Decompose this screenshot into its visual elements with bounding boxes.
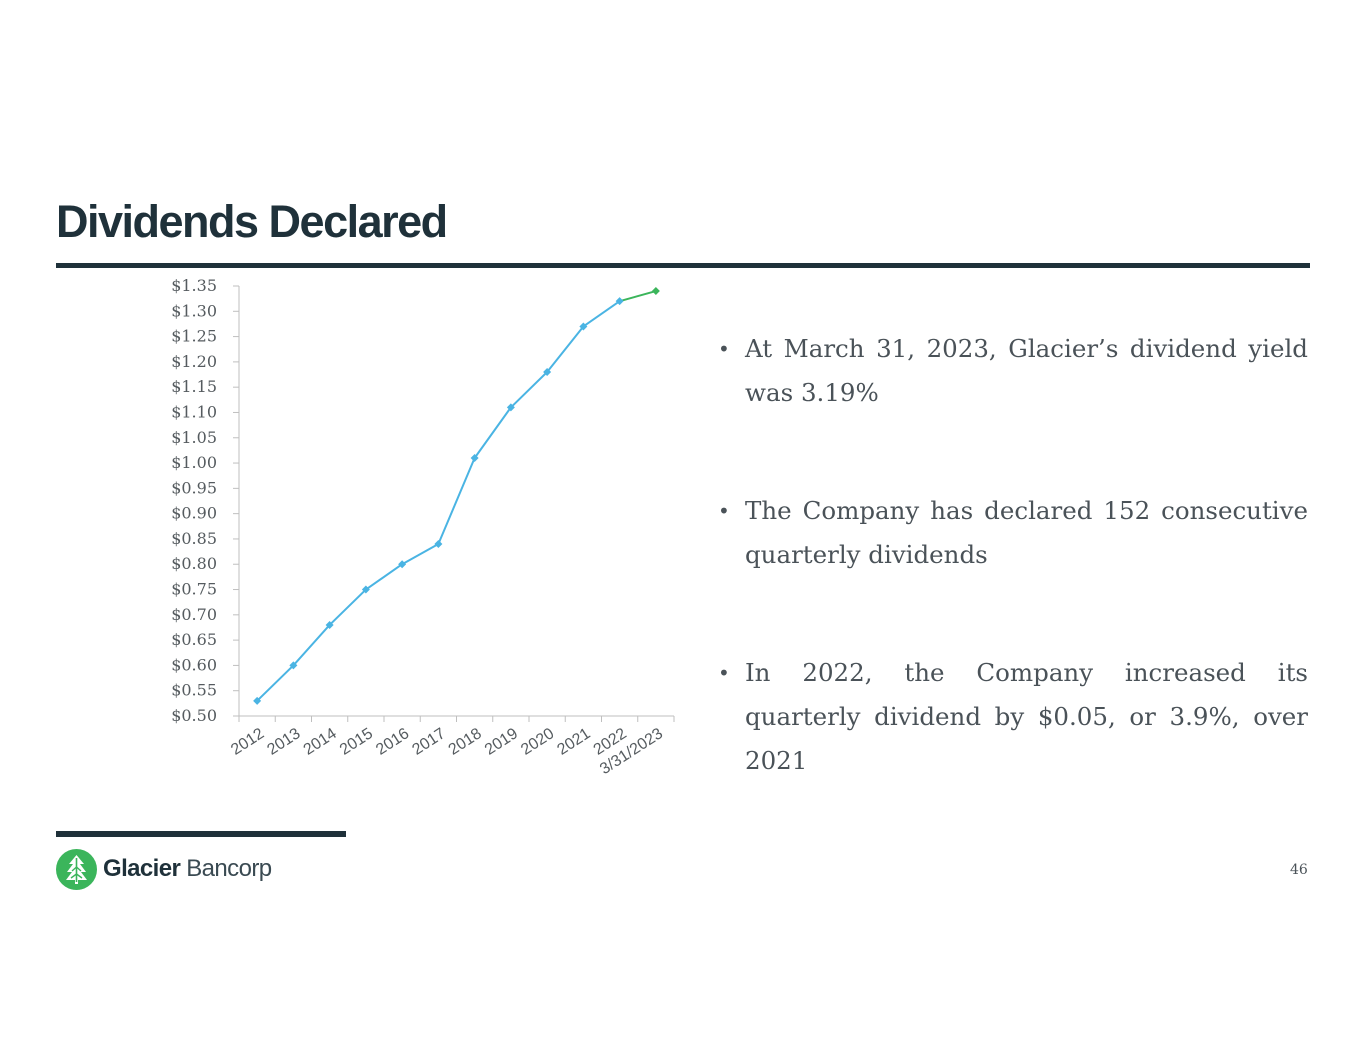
x-tick-label: 2019 [482,725,521,759]
data-point [579,322,588,331]
logo-name-bold: Glacier [103,855,181,882]
x-tick-label: 2017 [409,725,448,759]
evergreen-tree-icon [56,849,97,890]
y-tick-label: $1.25 [171,327,217,346]
y-tick-label: $0.65 [171,630,217,649]
dividends-line-chart: $0.50 $0.55 $0.60 $0.65 $0.70 $0.75 $0.80 $0.85… [130,270,690,830]
bullet-dividend-yield: At March 31, 2023, Glacier’s dividend yi… [718,327,1308,415]
footer-rule [56,831,346,837]
y-tick-label: $0.80 [171,554,217,573]
y-tick-label: $0.60 [171,655,217,674]
y-tick-label: $0.90 [171,504,217,523]
data-point [434,540,443,548]
data-point [470,454,479,462]
x-tick-label: 2015 [337,725,376,759]
x-tick-label: 2021 [554,725,593,759]
y-tick-label: $1.20 [171,352,217,371]
y-tick-label: $0.75 [171,580,217,599]
x-tick-label: 2012 [228,725,267,759]
data-point [615,297,624,306]
y-tick-label: $0.70 [171,605,217,624]
bullet-list: At March 31, 2023, Glacier’s dividend yi… [718,327,1308,783]
series-line [256,300,621,702]
glacier-bancorp-logo: Glacier Bancorp [56,849,316,891]
x-tick-label: 2020 [518,725,557,759]
y-tick-label: $0.50 [171,706,217,725]
data-point [361,585,370,594]
y-tick-label: $1.30 [171,301,217,320]
bullet-consecutive-dividends: The Company has declared 152 consecutive… [718,489,1308,577]
data-point [543,368,552,376]
y-tick-label: $1.10 [171,402,217,421]
data-point [506,403,515,412]
x-tick-label: 2013 [264,725,303,759]
y-tick-label: $0.55 [171,681,217,700]
y-tick-label: $0.85 [171,529,217,548]
bullet-dividend-increase: In 2022, the Company increased its quart… [718,651,1308,783]
page-number: 46 [1290,862,1308,878]
data-point [398,560,407,569]
series-line-latest-segment [619,290,657,303]
y-tick-label: $1.35 [171,276,217,295]
data-point [253,696,262,705]
x-tick-label: 2018 [446,725,485,759]
data-point [651,287,660,296]
y-tick-label: $0.95 [171,478,217,497]
x-tick-label: 2016 [373,725,412,759]
data-point [289,661,298,670]
y-tick-label: $1.15 [171,377,217,396]
logo-wordmark: Glacier Bancorp [103,855,272,883]
title-underline [56,263,1310,268]
chart-svg: $0.50 $0.55 $0.60 $0.65 $0.70 $0.75 $0.80 $0.85… [171,276,675,778]
page-title: Dividends Declared [56,196,448,247]
y-tick-label: $1.05 [171,428,217,447]
x-tick-label: 2014 [301,725,340,759]
logo-name-light: Bancorp [186,855,272,882]
data-point [325,620,334,629]
y-tick-label: $1.00 [171,453,217,472]
